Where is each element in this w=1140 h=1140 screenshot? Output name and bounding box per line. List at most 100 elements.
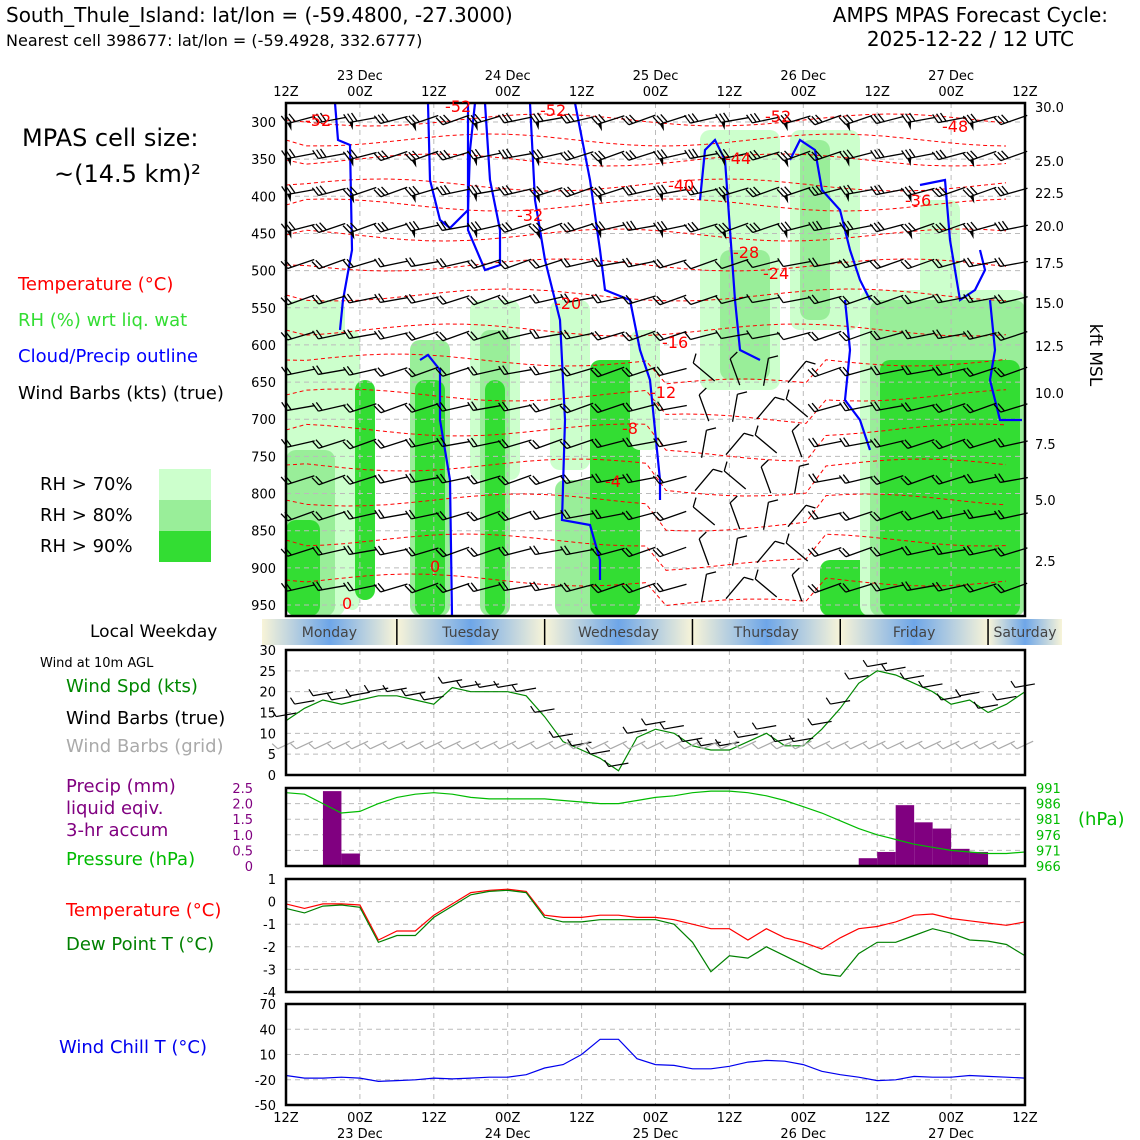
- wind10-barb-grid: [530, 740, 554, 750]
- wind-barb-staff: [535, 511, 563, 521]
- wind-barb-flag: [435, 512, 444, 521]
- wind-barb-staff: [659, 367, 687, 377]
- wind10-grid-barb-flag: [511, 743, 519, 750]
- top-time-tick-3: 00Z: [495, 85, 521, 100]
- wind-barb-staff: [597, 402, 625, 414]
- wind-barb: [343, 329, 377, 340]
- wind-barb-staff: [845, 259, 873, 269]
- wind-barb: [962, 186, 997, 204]
- wind-barb-flag: [621, 333, 630, 342]
- wind-barb-flag: [505, 222, 513, 231]
- wind-barb: [901, 112, 935, 131]
- precip-bar-10: [969, 851, 989, 866]
- wind-barb-flag: [932, 329, 939, 339]
- wind-barb-flag: [745, 189, 754, 198]
- wind-barb-flag: [501, 185, 509, 195]
- pressure-ytick-986: 986: [1036, 798, 1061, 813]
- hpa-tick-300: 300: [251, 116, 276, 131]
- wind-barb-flag: [656, 258, 664, 268]
- wind10-grid-barb-staff: [794, 740, 812, 750]
- wind-barb-flag: [812, 473, 819, 483]
- wind-barb-flag: [805, 360, 816, 365]
- wind-barb-pennant: [349, 158, 354, 167]
- wind-barb-flag: [652, 116, 661, 125]
- wind-barb-staff: [876, 368, 904, 376]
- wind-barb-flag: [626, 473, 633, 483]
- wind10-barb-flag: [992, 693, 998, 701]
- wind-barb-staff: [762, 502, 770, 530]
- wind-barb-staff: [597, 296, 625, 304]
- wind10-barb-flag: [530, 705, 536, 713]
- wind-barb-flag: [900, 440, 909, 449]
- wind-barb: [497, 438, 532, 449]
- wind-barb: [683, 113, 718, 124]
- wind-barb: [405, 220, 439, 239]
- wind10-grid-barb-flag: [789, 743, 796, 750]
- wind-barb: [993, 330, 1028, 342]
- wind-barb-flag: [652, 260, 661, 269]
- wind-barb-flag: [808, 473, 815, 483]
- wind-barb-flag: [873, 438, 881, 447]
- wind-barb-staff: [442, 404, 470, 412]
- wind-barb-flag: [342, 404, 351, 413]
- wind-barb: [621, 510, 656, 521]
- wind-barb-staff: [287, 440, 315, 448]
- wind-barb-flag: [346, 150, 354, 159]
- wind-barb: [528, 474, 563, 486]
- wind10-barb-flag: [825, 697, 831, 705]
- wind-barb-flag: [873, 222, 881, 232]
- wind-barb-staff: [566, 512, 594, 520]
- wind-barb: [993, 150, 1028, 162]
- wind-barb-staff: [814, 295, 842, 305]
- wind-barb-flag: [559, 114, 567, 124]
- wind-barb-staff: [907, 258, 935, 270]
- wind-barb-flag: [998, 257, 1005, 267]
- wind-barb-staff: [876, 331, 904, 341]
- wind-barb-staff: [473, 510, 501, 522]
- wind-barb-pennant: [659, 158, 664, 167]
- wind-barb-flag: [563, 113, 571, 123]
- wind-barb-flag: [532, 402, 540, 412]
- wind-barb-staff: [969, 260, 997, 268]
- wind-barb: [436, 437, 470, 448]
- wind-barb-flag: [470, 365, 478, 375]
- wind-barb: [590, 221, 625, 239]
- wind-barb-flag: [377, 545, 385, 555]
- wind-barb-flag: [470, 114, 478, 124]
- wind-barb-pennant: [411, 230, 416, 239]
- wind-barb-flag: [315, 401, 323, 411]
- weekday-name-2: Wednesday: [578, 625, 659, 641]
- wind-barb: [684, 184, 718, 196]
- wind-barb-staff: [442, 546, 470, 558]
- wind-barb: [962, 366, 997, 378]
- wind-barb: [404, 293, 439, 304]
- wind10-grid-barb-flag: [585, 743, 593, 750]
- wind-barb-flag: [807, 332, 816, 342]
- wind-barb: [932, 112, 966, 124]
- wind-barb-flag: [904, 186, 912, 196]
- wind-barb-flag: [312, 150, 319, 159]
- wind-barb: [762, 355, 779, 386]
- windchill-ytick--50: -50: [255, 1099, 276, 1114]
- wind-barb: [591, 473, 625, 484]
- bottom-time-tick-5: 00Z: [643, 1111, 669, 1126]
- wind10-grid-barb-staff: [499, 740, 517, 750]
- wind-barb: [528, 259, 563, 269]
- wind-barb-flag: [904, 475, 913, 484]
- wind-barb: [869, 330, 904, 341]
- wind-barb-staff: [287, 368, 315, 376]
- wind-barb-staff: [659, 259, 687, 269]
- wind-barb-flag: [474, 221, 482, 230]
- wind-barb-flag: [807, 369, 816, 378]
- wind10-barb-grid: [973, 740, 997, 750]
- wind-barb-flag: [962, 546, 970, 556]
- nearest-cell-info: Nearest cell 398677: lat/lon = (-59.4928…: [6, 31, 423, 50]
- wind-barb-flag: [908, 112, 916, 122]
- wind-barb-staff: [473, 368, 501, 376]
- kft-tick-5.0: 5.0: [1035, 494, 1056, 509]
- wind-barb-flag: [560, 546, 567, 555]
- wind-barb-staff: [783, 260, 811, 268]
- wind-barb-flag: [683, 261, 692, 270]
- wind-barb-flag: [533, 113, 540, 123]
- precip-ytick-2.0: 2.0: [232, 798, 253, 813]
